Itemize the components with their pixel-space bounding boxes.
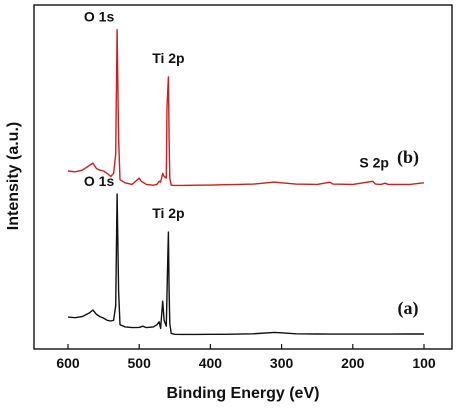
peak-label-o-1s-a: O 1s (84, 173, 115, 189)
x-tick-label-300: 300 (270, 355, 294, 371)
x-tick-label-500: 500 (128, 355, 152, 371)
x-tick-label-100: 100 (412, 355, 436, 371)
series-label-b: (b) (397, 147, 419, 168)
x-tick-label-400: 400 (199, 355, 223, 371)
peak-label-ti-2p-b: Ti 2p (152, 50, 184, 66)
x-axis-ticks (67, 344, 425, 349)
plot-frame (33, 4, 453, 350)
peak-label-o-1s-b: O 1s (84, 9, 115, 25)
series-layer (67, 28, 425, 336)
x-axis-tick-labels: 600 500 400 300 200 100 (56, 355, 436, 371)
series-label-a: (a) (398, 298, 419, 319)
x-tick-label-200: 200 (341, 355, 365, 371)
x-axis-title: Binding Energy (eV) (167, 385, 320, 402)
series-line-a (67, 193, 424, 336)
y-axis-title: Intensity (a.u.) (5, 122, 22, 230)
annotation-layer: (a) (b) O 1s Ti 2p S 2p O 1s Ti 2p (84, 9, 419, 319)
x-tick-label-600: 600 (56, 355, 80, 371)
peak-label-s-2p-b: S 2p (359, 154, 389, 170)
peak-label-ti-2p-a: Ti 2p (152, 205, 184, 221)
series-line-b (67, 28, 425, 187)
